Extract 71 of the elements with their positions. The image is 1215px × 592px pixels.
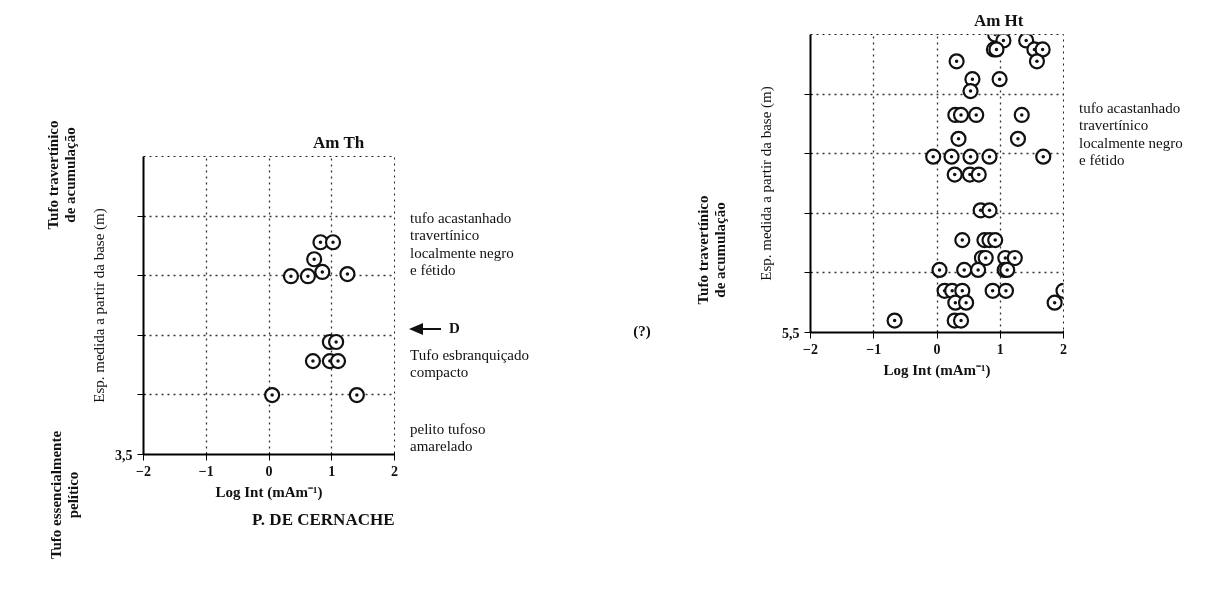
text: tufo acastanhado travertínico localmente negro e fétido — [410, 210, 514, 279]
point — [1018, 34, 1035, 49]
point — [299, 268, 316, 285]
point — [348, 386, 365, 404]
point — [962, 148, 979, 165]
point — [991, 71, 1008, 88]
point — [1009, 130, 1027, 147]
point — [329, 353, 347, 370]
point — [968, 106, 985, 124]
point — [970, 166, 987, 183]
point — [304, 353, 322, 370]
point — [1028, 53, 1046, 70]
point — [952, 312, 970, 329]
point — [1035, 148, 1052, 165]
point — [970, 261, 987, 279]
text: Tufo esbranquiçado compacto — [410, 347, 530, 382]
text: Tufo travertínico de acumulação — [694, 195, 729, 305]
text: Tufo travertínico de acumulação — [44, 120, 79, 230]
point — [1046, 294, 1063, 311]
x-tick-label: 1 — [996, 341, 1004, 357]
point — [328, 333, 345, 351]
point — [306, 251, 323, 268]
x-tick-label: −2 — [136, 463, 151, 479]
text: pelito tufoso amarelado — [410, 421, 486, 456]
text: D — [449, 320, 460, 338]
point — [981, 148, 998, 165]
point — [943, 148, 960, 165]
point — [962, 83, 979, 100]
text: 3,5 — [115, 447, 133, 463]
point — [987, 232, 1004, 249]
point — [931, 261, 948, 279]
point — [997, 282, 1015, 299]
point — [956, 261, 973, 279]
x-tick-label: −1 — [866, 341, 882, 357]
x-tick-label: 0 — [933, 341, 941, 357]
text: Tufo essencialmente pelítico — [47, 430, 82, 560]
x-tick-label: 0 — [265, 463, 273, 479]
point — [981, 202, 998, 219]
x-axis-title: Log Int (mAm⁻¹) — [883, 361, 991, 379]
x-tick-label: −1 — [198, 463, 214, 479]
point — [314, 263, 331, 281]
point — [339, 266, 356, 283]
point — [948, 53, 965, 70]
chart-title: Am Ht — [973, 10, 1024, 30]
point — [886, 312, 903, 329]
x-axis-title: Log Int (mAm⁻¹) — [215, 483, 323, 501]
point — [977, 249, 994, 267]
x-tick-label: 2 — [1060, 341, 1067, 357]
point — [264, 386, 281, 404]
text: 5,5 — [782, 325, 800, 341]
text: tufo acastanhado travertínico localmente negro e fétido — [1079, 100, 1183, 169]
text: P. DE CERNACHE — [252, 509, 395, 529]
y-axis-title: Esp. medida a partir da base (m) — [758, 86, 775, 281]
point — [954, 232, 971, 249]
point — [1013, 106, 1030, 124]
chart-title: Am Th — [313, 132, 365, 152]
point — [1006, 249, 1023, 267]
point — [958, 294, 975, 311]
x-tick-label: −2 — [803, 341, 818, 357]
point — [324, 234, 342, 251]
point — [1034, 41, 1051, 58]
x-tick-label: 1 — [328, 463, 336, 479]
point — [952, 106, 970, 124]
point — [925, 148, 942, 165]
x-tick-label: 2 — [391, 463, 398, 479]
point — [950, 130, 967, 147]
y-axis-title: Esp. medida a partir da base (m) — [91, 208, 108, 403]
point — [282, 268, 300, 285]
point — [946, 166, 963, 183]
point — [984, 282, 1001, 299]
text: (?) — [633, 323, 651, 341]
